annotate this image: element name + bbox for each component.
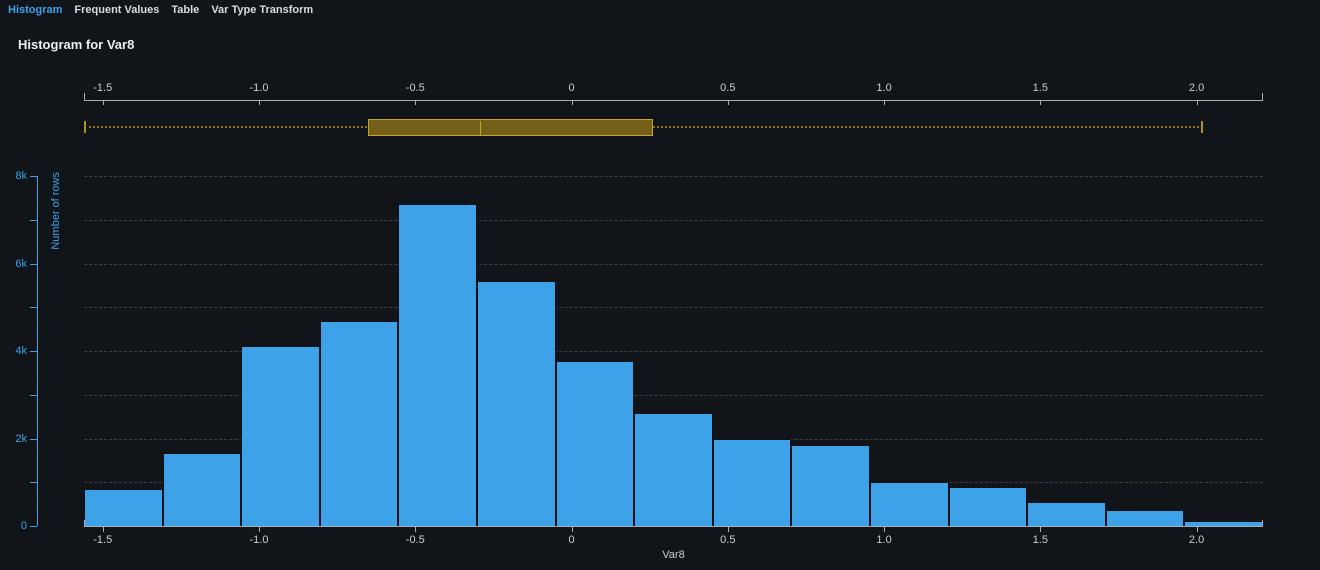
gridline <box>84 176 1263 177</box>
x-axis-tick-label: -0.5 <box>405 534 425 546</box>
ruler-tick <box>259 100 260 105</box>
histogram-bar[interactable] <box>477 281 556 526</box>
x-axis-end-cap-left <box>84 520 85 526</box>
ruler-tick-label: 2.0 <box>1188 82 1205 94</box>
gridline <box>84 351 1263 352</box>
y-axis-tick <box>30 219 37 221</box>
x-axis-tick <box>259 527 260 532</box>
y-axis-tick-label: 6k <box>15 257 27 270</box>
histogram-bar[interactable] <box>870 482 949 526</box>
x-axis-tick-label: 1.0 <box>876 534 892 546</box>
x-axis-tick <box>1040 527 1042 532</box>
y-axis-tick <box>30 307 37 309</box>
ruler-axis-line <box>84 100 1263 101</box>
y-axis-tick <box>30 351 37 352</box>
histogram-bar[interactable] <box>948 486 1028 526</box>
boxplot-box[interactable] <box>368 119 653 136</box>
ruler-tick <box>571 100 573 105</box>
ruler-tick <box>415 100 417 105</box>
x-axis-tick-label: 2.0 <box>1188 534 1205 546</box>
ruler-tick-label: 1.5 <box>1032 82 1048 94</box>
y-axis-tick-label: 4k <box>15 345 27 357</box>
x-axis-tick-label: -1.0 <box>249 534 269 546</box>
x-axis-tick <box>1196 527 1198 532</box>
x-axis-tick <box>102 527 104 532</box>
y-axis-tick <box>30 526 37 527</box>
histogram-bar[interactable] <box>634 412 713 526</box>
ruler-tick <box>102 100 104 105</box>
y-axis-tick-label: 2k <box>15 432 27 445</box>
gridline <box>84 263 1263 265</box>
y-axis-tick <box>30 176 37 177</box>
ruler-tick-label: -0.5 <box>405 82 425 94</box>
x-axis-tick <box>727 527 729 532</box>
ruler-tick-label: 1.0 <box>876 82 892 94</box>
ruler-tick-label: -1.5 <box>93 82 113 94</box>
y-axis-tick-label: 0 <box>20 520 27 532</box>
ruler-tick-label: 0 <box>568 82 575 94</box>
ruler-tick <box>1040 100 1042 105</box>
y-axis-tick <box>30 263 37 265</box>
tab-frequent-values[interactable]: Frequent Values <box>74 4 160 16</box>
x-axis-tick-label: 0 <box>568 534 575 546</box>
page-title: Histogram for Var8 <box>18 37 135 52</box>
tab-table[interactable]: Table <box>171 4 200 16</box>
y-axis-tick <box>30 394 37 396</box>
histogram-bar[interactable] <box>1027 502 1106 526</box>
boxplot-median-line <box>479 120 482 135</box>
x-axis-tick <box>415 527 417 532</box>
boxplot-whisker-cap-min <box>84 121 86 133</box>
ruler-tick <box>1196 100 1198 105</box>
x-axis-end-cap-right <box>1262 520 1263 526</box>
histogram-bar[interactable] <box>319 321 399 526</box>
y-axis-title: Number of rows <box>50 172 62 250</box>
ruler-tick <box>884 100 886 105</box>
histogram-bar[interactable] <box>791 444 870 526</box>
gridline <box>84 307 1263 309</box>
y-axis-tick-label: 8k <box>15 170 27 182</box>
x-axis-tick-label: -1.5 <box>93 534 113 546</box>
histogram-bar[interactable] <box>1105 510 1185 526</box>
y-axis-tick <box>30 438 37 440</box>
gridline <box>84 394 1263 396</box>
x-axis-tick <box>571 527 573 532</box>
x-axis-tick-label: 1.5 <box>1032 534 1048 546</box>
ruler-tick <box>727 100 729 105</box>
gridline <box>84 219 1263 221</box>
x-axis-tick-label: 0.5 <box>720 534 736 546</box>
tab-bar: Histogram Frequent Values Table Var Type… <box>8 4 313 16</box>
histogram-bar[interactable] <box>712 438 792 526</box>
x-axis-title: Var8 <box>662 549 685 561</box>
histogram-bar[interactable] <box>84 488 163 526</box>
ruler-end-cap-left <box>84 93 85 100</box>
x-axis-tick <box>884 527 886 532</box>
ruler-tick-label: -1.0 <box>249 82 269 94</box>
tab-histogram[interactable]: Histogram <box>8 4 63 16</box>
histogram-bar[interactable] <box>555 360 635 526</box>
y-axis-line <box>37 176 38 526</box>
histogram-bar[interactable] <box>398 203 477 526</box>
histogram-bar[interactable] <box>241 346 320 526</box>
y-axis-tick <box>30 482 37 484</box>
ruler-tick-label: 0.5 <box>720 82 736 94</box>
histogram-bar[interactable] <box>162 452 242 526</box>
x-axis-line <box>84 526 1263 527</box>
boxplot-whisker-cap-max <box>1200 121 1203 133</box>
ruler-end-cap-right <box>1262 93 1263 100</box>
tab-var-type-transform[interactable]: Var Type Transform <box>211 4 314 16</box>
